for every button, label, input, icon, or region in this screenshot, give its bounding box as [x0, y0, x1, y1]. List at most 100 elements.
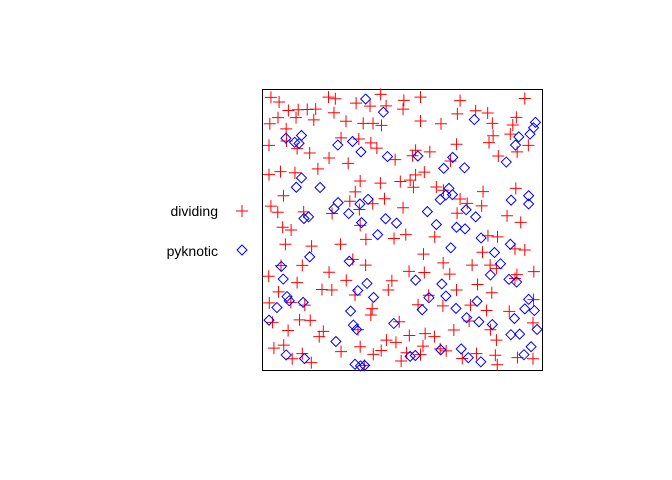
point-dividing-30 — [451, 107, 464, 120]
point-dividing-114 — [403, 265, 416, 278]
point-dividing-170 — [395, 354, 408, 367]
point-pyknotic-85 — [280, 349, 292, 361]
point-pyknotic-64 — [367, 291, 380, 304]
point-pyknotic-76 — [508, 312, 521, 325]
point-dividing-151 — [403, 329, 416, 342]
point-dividing-128 — [325, 284, 338, 297]
point-pyknotic-73 — [471, 295, 483, 307]
point-pyknotic-66 — [409, 274, 422, 286]
point-dividing-108 — [291, 276, 304, 289]
point-dividing-163 — [296, 347, 309, 360]
point-dividing-26 — [375, 119, 388, 132]
point-dividing-135 — [436, 299, 449, 312]
point-dividing-148 — [364, 308, 377, 321]
point-dividing-118 — [466, 259, 479, 272]
point-pyknotic-57 — [281, 290, 293, 303]
point-pyknotic-59 — [303, 251, 316, 263]
point-dividing-144 — [293, 313, 306, 326]
point-pyknotic-62 — [352, 284, 364, 297]
point-pyknotic-56 — [277, 273, 289, 285]
point-pyknotic-39 — [522, 190, 535, 202]
point-dividing-139 — [485, 286, 498, 299]
point-pyknotic-58 — [297, 296, 309, 309]
point-dividing-66 — [418, 166, 431, 179]
point-dividing-127 — [315, 283, 328, 296]
point-dividing-164 — [313, 330, 326, 343]
point-dividing-89 — [514, 216, 527, 229]
point-dividing-172 — [416, 340, 429, 353]
point-dividing-180 — [526, 352, 539, 365]
point-dividing-181 — [305, 356, 318, 369]
point-dividing-1 — [273, 96, 286, 109]
point-dividing-109 — [296, 259, 309, 272]
point-dividing-73 — [297, 205, 310, 218]
point-pyknotic-86 — [298, 352, 311, 365]
point-dividing-7 — [329, 92, 342, 105]
point-dividing-176 — [470, 347, 483, 360]
point-pyknotic-88 — [347, 319, 360, 331]
point-dividing-165 — [335, 345, 348, 358]
point-dividing-74 — [326, 207, 339, 220]
point-dividing-10 — [374, 88, 387, 101]
point-dividing-39 — [335, 131, 348, 144]
point-pyknotic-26 — [379, 213, 392, 225]
point-dividing-130 — [348, 288, 361, 301]
point-dividing-0 — [264, 91, 277, 104]
point-dividing-122 — [527, 265, 540, 278]
point-pyknotic-81 — [275, 260, 287, 273]
point-dividing-174 — [440, 344, 453, 357]
point-dividing-112 — [359, 259, 372, 272]
point-pyknotic-11 — [447, 151, 459, 164]
point-dividing-162 — [286, 352, 299, 365]
point-dividing-178 — [491, 358, 504, 371]
point-pyknotic-40 — [440, 189, 452, 201]
point-dividing-35 — [263, 139, 276, 152]
point-pyknotic-96 — [455, 343, 467, 355]
point-dividing-25 — [367, 117, 380, 130]
point-pyknotic-52 — [484, 269, 497, 281]
point-pyknotic-69 — [436, 278, 448, 290]
point-pyknotic-65 — [388, 317, 400, 330]
point-pyknotic-31 — [446, 188, 459, 201]
point-pyknotic-3 — [509, 139, 522, 151]
point-pyknotic-6 — [332, 139, 344, 151]
point-pyknotic-54 — [503, 273, 515, 286]
point-dividing-166 — [354, 340, 367, 353]
point-dividing-150 — [393, 315, 406, 328]
point-dividing-31 — [481, 107, 494, 120]
point-dividing-46 — [423, 145, 436, 158]
point-dividing-97 — [388, 232, 401, 245]
point-pyknotic-99 — [505, 328, 517, 341]
point-dividing-60 — [342, 157, 355, 170]
point-dividing-143 — [282, 324, 295, 337]
point-pyknotic-20 — [290, 181, 303, 193]
point-dividing-70 — [509, 182, 522, 195]
point-dividing-115 — [418, 266, 431, 279]
point-dividing-110 — [323, 266, 336, 279]
point-dividing-100 — [428, 230, 441, 243]
point-pyknotic-93 — [404, 350, 416, 363]
point-dividing-103 — [491, 230, 504, 243]
point-dividing-102 — [476, 246, 489, 259]
point-pyknotic-35 — [488, 246, 501, 259]
point-pyknotic-48 — [390, 217, 403, 229]
point-pyknotic-14 — [513, 131, 525, 143]
point-dividing-32 — [506, 119, 519, 132]
point-pyknotic-8 — [355, 146, 367, 158]
point-dividing-51 — [492, 150, 505, 163]
point-pyknotic-70 — [440, 290, 452, 302]
point-dividing-59 — [323, 151, 336, 164]
point-dividing-175 — [456, 352, 469, 365]
point-dividing-101 — [437, 256, 450, 269]
point-dividing-90 — [271, 206, 284, 219]
point-dividing-123 — [263, 296, 276, 309]
point-pyknotic-28 — [430, 218, 443, 231]
point-dividing-48 — [450, 138, 463, 151]
point-dividing-76 — [349, 185, 362, 198]
point-dividing-69 — [477, 185, 490, 198]
point-dividing-98 — [399, 228, 412, 241]
point-dividing-145 — [304, 314, 317, 327]
point-pyknotic-82 — [271, 301, 283, 314]
point-pyknotic-74 — [473, 316, 485, 328]
